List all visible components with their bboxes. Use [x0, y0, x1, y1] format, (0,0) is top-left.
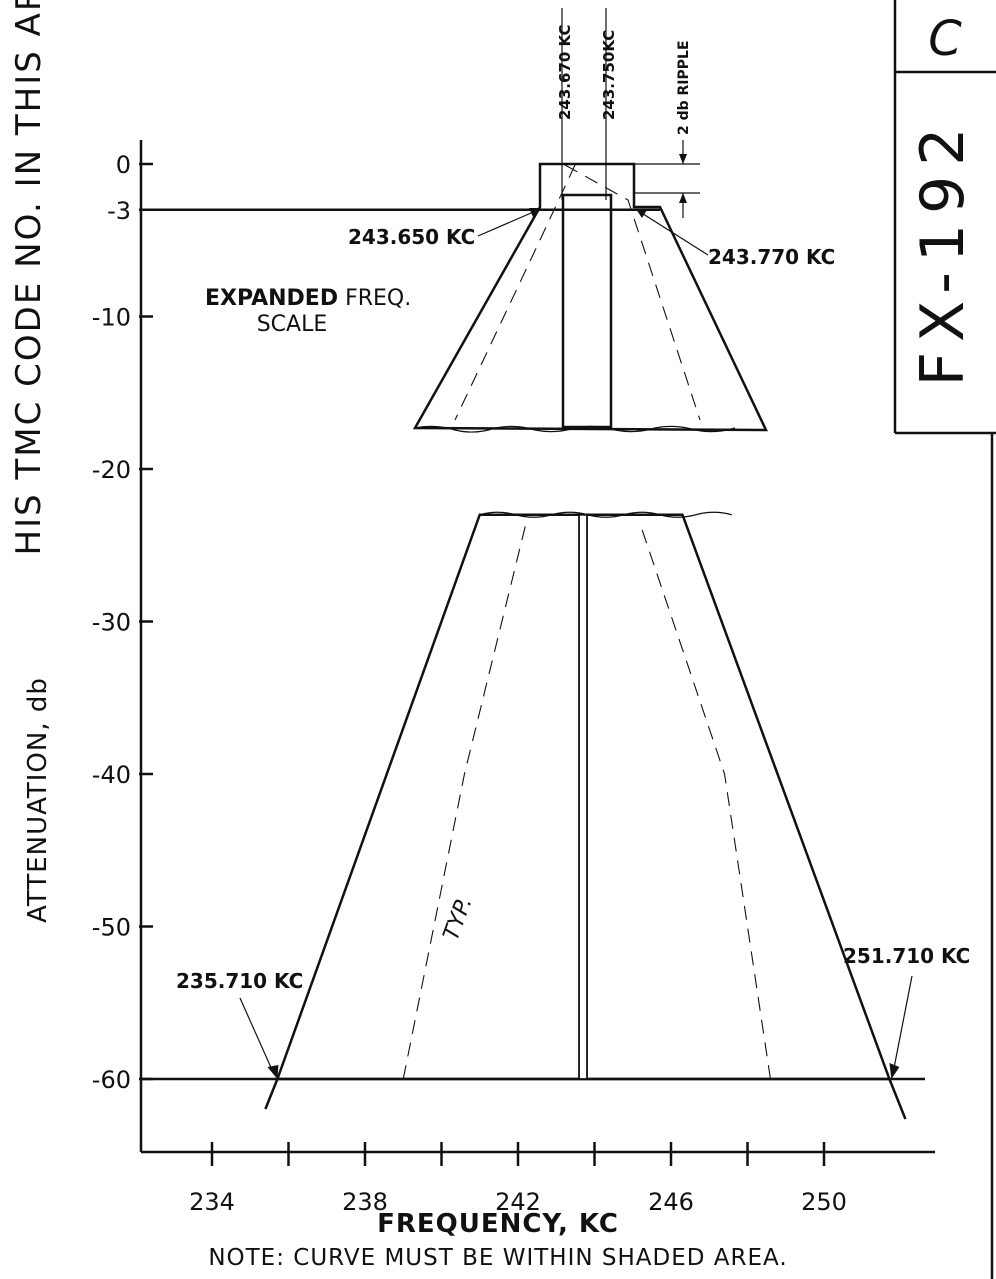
- y-tick-label-3: -20: [92, 456, 131, 484]
- y-tick-label-4: -30: [92, 609, 131, 637]
- expanded-envelope: [412, 162, 768, 432]
- main-typical-curve-right: [639, 524, 771, 1080]
- expanded-break-line: [414, 425, 736, 433]
- y-tick-label-7: -60: [92, 1066, 131, 1094]
- main-center-band: [578, 513, 588, 1080]
- document-number: FX-192: [908, 118, 978, 387]
- label-235-710: 235.710 KC: [176, 969, 303, 993]
- y-ticks: 0 -3 -10 -20 -30 -40 -50 -60: [92, 151, 153, 1094]
- ripple-arrowhead-bottom: [679, 193, 687, 203]
- main-break-line: [479, 511, 732, 518]
- main-envelope: TYP. 235.710 KC 251.710 KC: [176, 511, 970, 1120]
- label-243-650: 243.650 KC: [348, 225, 475, 249]
- arrowhead-235-710: [267, 1065, 279, 1079]
- expanded-scale-inset: 243.670 KC 243.750KC 2 db RIPPLE 243.650…: [205, 8, 835, 433]
- label-2db-ripple: 2 db RIPPLE: [676, 40, 692, 135]
- x-tick-label-1: 238: [342, 1188, 388, 1216]
- arrowhead-243-770: [636, 209, 647, 218]
- expanded-typical-curve-left: [454, 164, 576, 421]
- axes: 0 -3 -10 -20 -30 -40 -50 -60 234 238 242 246 250: [92, 140, 935, 1216]
- title-block: C FX-192: [893, 0, 996, 1279]
- expanded-scale-title: EXPANDED FREQ.: [205, 286, 411, 311]
- x-tick-label-3: 246: [648, 1188, 694, 1216]
- y-tick-label-1: -3: [107, 197, 131, 225]
- ripple-arrowhead-top: [679, 154, 687, 164]
- expanded-passband-window: [561, 193, 613, 429]
- main-skirt-right-ext: [888, 1078, 907, 1120]
- label-243-750: 243.750KC: [600, 30, 618, 120]
- expanded-scale-title-bold: EXPANDED: [205, 286, 338, 311]
- expanded-scale-title-line2: SCALE: [257, 312, 328, 337]
- label-251-710: 251.710 KC: [843, 944, 970, 968]
- main-skirt-left-ext: [264, 1078, 279, 1110]
- y-axis-label: ATTENUATION, db: [23, 677, 53, 923]
- y-tick-label-2: -10: [92, 304, 131, 332]
- y-tick-label-0: 0: [116, 151, 131, 179]
- x-tick-label-0: 234: [189, 1188, 235, 1216]
- x-tick-label-2: 242: [495, 1188, 541, 1216]
- arrow-243-650: [477, 209, 539, 237]
- x-ticks: 234 238 242 246 250: [189, 1142, 847, 1216]
- label-243-670: 243.670 KC: [556, 24, 574, 120]
- main-envelope-shape: [275, 513, 892, 1081]
- arrow-251-710: [892, 975, 913, 1072]
- note-text: NOTE: CURVE MUST BE WITHIN SHADED AREA.: [208, 1245, 787, 1271]
- label-243-770: 243.770 KC: [708, 245, 835, 269]
- typ-label: TYP.: [439, 894, 478, 944]
- arrow-243-770: [639, 211, 709, 256]
- arrowhead-251-710: [889, 1063, 900, 1079]
- arrow-235-710: [239, 997, 274, 1074]
- x-tick-label-4: 250: [801, 1188, 847, 1216]
- y-tick-label-5: -40: [92, 761, 131, 789]
- expanded-typical-curve-right: [564, 164, 701, 421]
- y-tick-label-6: -50: [92, 914, 131, 942]
- side-stamp-label: HIS TMC CODE NO. IN THIS AREA.: [9, 0, 49, 555]
- main-typical-curve-left: [402, 524, 527, 1080]
- revision-letter: C: [928, 11, 962, 67]
- x-axis-label: FREQUENCY, KC: [377, 1209, 619, 1239]
- expanded-scale-title-rest: FREQ.: [338, 286, 411, 311]
